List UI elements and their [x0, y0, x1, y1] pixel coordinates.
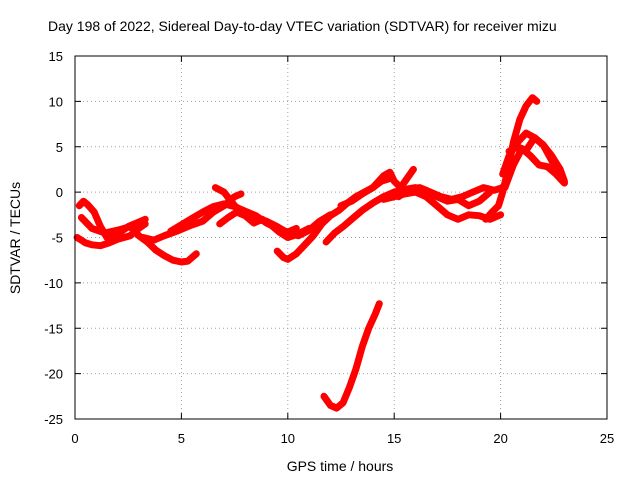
- y-tick-label: 15: [49, 49, 63, 64]
- x-tick-label: 5: [178, 431, 185, 446]
- y-tick-label: -5: [51, 231, 63, 246]
- series-arc-7: [211, 184, 334, 240]
- x-tick-label: 15: [387, 431, 401, 446]
- series-arc-10: [337, 165, 417, 210]
- y-tick-label: -15: [44, 321, 63, 336]
- y-axis-label: SDTVAR / TECUs: [7, 182, 23, 294]
- y-axis-ticks: 15 10 5 0 -5 -10 -15 -20 -25: [44, 49, 607, 427]
- y-tick-label: -10: [44, 276, 63, 291]
- chart-title: Day 198 of 2022, Sidereal Day-to-day VTE…: [48, 18, 557, 34]
- x-tick-label: 25: [600, 431, 614, 446]
- plot-frame: [74, 55, 608, 420]
- y-tick-label: -25: [44, 412, 63, 427]
- x-tick-label: 20: [493, 431, 507, 446]
- data-series: [73, 94, 568, 412]
- y-tick-label: -20: [44, 367, 63, 382]
- y-tick-label: 0: [56, 185, 63, 200]
- y-tick-label: 5: [56, 140, 63, 155]
- x-tick-label: 10: [281, 431, 295, 446]
- series-arc-13: [320, 300, 383, 412]
- series-arc-17: [505, 134, 568, 187]
- x-tick-label: 0: [71, 431, 78, 446]
- series-arc-12: [395, 184, 507, 203]
- y-tick-label: 10: [49, 94, 63, 109]
- x-axis-label: GPS time / hours: [287, 458, 394, 474]
